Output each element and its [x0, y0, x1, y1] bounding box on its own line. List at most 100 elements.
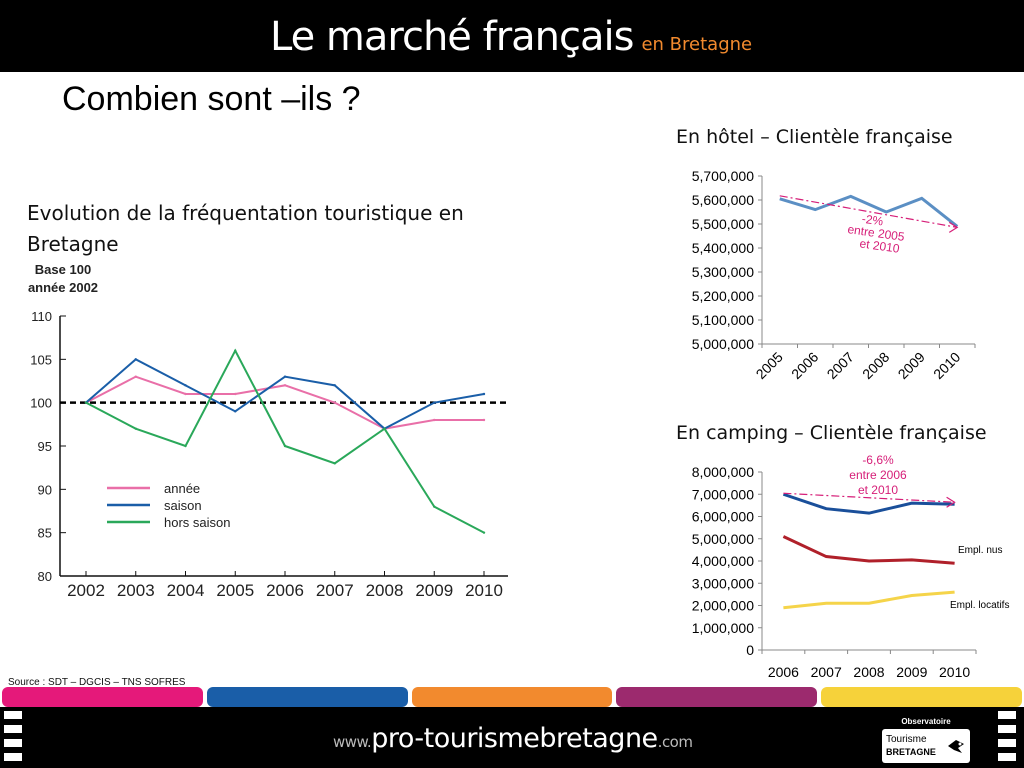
x-tick-label: 2009: [415, 581, 453, 600]
hotel-trend-arrowhead: [948, 221, 959, 233]
slide-title: Combien sont –ils ?: [62, 80, 361, 118]
camping-x-tick-label: 2006: [768, 664, 799, 680]
data-point-annee: [184, 392, 187, 396]
camping-series-line-locatifs: [783, 590, 955, 610]
hotel-trend-line: [779, 195, 958, 228]
logo-label: Observatoire: [901, 717, 951, 726]
camping-line-chart: 0 1,000,000 2,000,000 3,000,000 4,000,000 5,0…: [692, 453, 1010, 680]
data-point-hors-saison: [234, 349, 237, 352]
hotel-series-line: [779, 194, 959, 228]
color-bar-yellow: [821, 687, 1022, 707]
data-point-hors-saison: [184, 444, 187, 448]
data-point-hors-saison: [283, 444, 287, 448]
camping-annotation-line: et 2010: [858, 483, 898, 497]
camping-series-label-nus: Empl. nus: [958, 545, 1002, 556]
data-point-hors-saison: [333, 462, 336, 465]
camping-x-tick-label: 2007: [811, 664, 842, 680]
x-tick-label: 2006: [266, 581, 304, 600]
data-point-annee: [134, 375, 137, 378]
x-tick-label: 2003: [117, 581, 155, 600]
hotel-y-tick-label: 5,100,000: [692, 312, 754, 328]
x-tick-label: 2005: [216, 581, 254, 600]
logo-line2: BRETAGNE: [886, 747, 936, 757]
header-subtitle: en Bretagne: [641, 34, 753, 55]
y-tick-label: 80: [38, 569, 52, 584]
hotel-x-tick-label: 2005: [753, 349, 786, 382]
data-point-saison: [433, 401, 436, 404]
camping-y-tick-label: 7,000,000: [692, 486, 754, 502]
y-tick-label: 110: [31, 309, 52, 324]
data-point-saison: [333, 384, 336, 387]
camping-x-tick-label: 2008: [853, 664, 884, 680]
camping-y-tick-label: 8,000,000: [692, 464, 754, 480]
hotel-chart-title: En hôtel – Clientèle française: [676, 126, 953, 148]
camping-x-tick-label: 2010: [939, 664, 970, 680]
camping-series-line-nus: [782, 535, 955, 565]
hotel-y-tick-label: 5,700,000: [692, 168, 754, 184]
header-title: Le marché français en Bretagne: [270, 14, 753, 60]
data-point-annee: [333, 401, 336, 404]
data-point-hors-saison: [84, 401, 88, 404]
camping-y-tick-label: 1,000,000: [692, 620, 754, 636]
camping-trend-line: [783, 492, 955, 503]
data-point-annee: [283, 384, 287, 387]
y-tick-label: 95: [38, 439, 52, 454]
data-point-saison: [184, 384, 187, 387]
hotel-y-tick-label: 5,200,000: [692, 288, 754, 304]
legend-label-hors-saison: hors saison: [164, 515, 230, 530]
hotel-annotation-line: et 2010: [859, 236, 901, 255]
camping-x-tick-label: 2009: [896, 664, 927, 680]
hotel-x-tick-label: 2009: [895, 349, 928, 382]
x-tick-label: 2008: [366, 581, 404, 600]
data-point-hors-saison: [134, 427, 137, 430]
hotel-y-tick-label: 5,000,000: [692, 336, 754, 352]
camping-y-tick-label: 6,000,000: [692, 509, 754, 525]
camping-annotation-line: entre 2006: [849, 468, 907, 482]
data-point-saison: [283, 375, 287, 378]
x-tick-label: 2004: [167, 581, 205, 600]
hotel-annotation-line: -2%: [861, 212, 884, 229]
data-point-saison: [482, 392, 486, 396]
hotel-line-chart: 5,000,000 5,100,000 5,200,000 5,300,000 5,40…: [692, 168, 976, 382]
data-point-hors-saison: [482, 531, 486, 534]
color-bar-purple: [616, 687, 818, 707]
hotel-x-tick-label: 2008: [859, 349, 892, 382]
logo-box: Tourisme BRETAGNE: [882, 729, 970, 763]
color-bar-blue: [206, 687, 408, 707]
hotel-y-tick-label: 5,400,000: [692, 240, 754, 256]
color-bar: [0, 687, 1024, 707]
color-bar-pink: [2, 687, 203, 707]
main-line-chart: 80 85 90 95 100 105 110 2002 2003 2004 2005 2006 200…: [30, 309, 510, 600]
data-point-annee: [234, 392, 237, 396]
camping-y-tick-label: 4,000,000: [692, 553, 754, 569]
camping-annotation-line: -6,6%: [862, 453, 894, 467]
y-tick-label: 85: [38, 526, 52, 541]
bird-icon: [948, 740, 964, 753]
base-label: Base 100 année 2002: [27, 262, 99, 295]
data-point-annee: [433, 418, 436, 422]
hotel-x-tick-label: 2010: [930, 349, 963, 382]
data-point-saison: [134, 358, 137, 361]
camping-y-tick-label: 2,000,000: [692, 598, 754, 614]
footer-url: www.pro-tourismebretagne.com: [333, 723, 693, 754]
source-note: Source : SDT – DGCIS – TNS SOFRES: [8, 677, 186, 688]
hotel-y-tick-label: 5,500,000: [692, 216, 754, 232]
x-tick-label: 2002: [67, 581, 105, 600]
legend-label-saison: saison: [164, 498, 202, 513]
y-tick-label: 90: [38, 482, 52, 497]
data-point-hors-saison: [433, 505, 436, 508]
logo-line1: Tourisme: [886, 734, 927, 745]
data-point-saison: [234, 410, 237, 413]
legend-label-annee: année: [164, 481, 200, 496]
header-bar: Le marché français en Bretagne: [0, 0, 1024, 72]
footer-bar: www.pro-tourismebretagne.com Observatoir…: [0, 707, 1024, 768]
camping-chart-title: En camping – Clientèle française: [676, 422, 987, 444]
filmstrip-left: [0, 707, 26, 768]
camping-y-tick-label: 3,000,000: [692, 575, 754, 591]
observatoire-logo: Observatoire Tourisme BRETAGNE: [878, 717, 974, 765]
data-point-annee: [482, 418, 486, 422]
camping-series-label-locatifs: Empl. locatifs: [950, 600, 1009, 611]
camping-y-tick-label: 5,000,000: [692, 531, 754, 547]
hotel-y-tick-label: 5,600,000: [692, 192, 754, 208]
y-tick-label: 105: [30, 352, 52, 367]
